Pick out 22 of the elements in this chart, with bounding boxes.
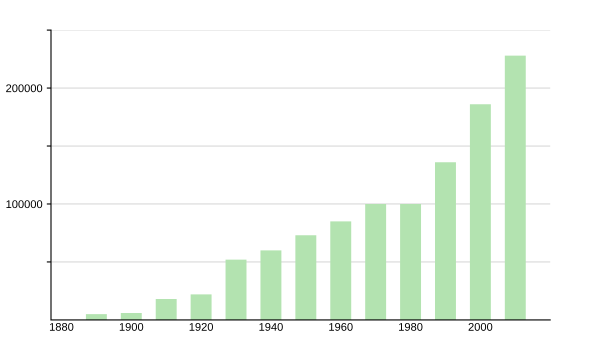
bar bbox=[226, 260, 246, 320]
bar bbox=[400, 204, 422, 320]
bar bbox=[435, 162, 456, 320]
x-tick-label: 1940 bbox=[259, 322, 283, 331]
bar bbox=[156, 299, 177, 320]
bar bbox=[365, 204, 386, 320]
bar bbox=[295, 235, 316, 320]
x-tick-label: 1960 bbox=[329, 322, 353, 331]
bar bbox=[120, 312, 142, 320]
bar bbox=[260, 250, 282, 320]
y-tick-label: 200000 bbox=[6, 84, 42, 92]
bar bbox=[504, 56, 526, 320]
x-tick-label: 1900 bbox=[120, 322, 144, 331]
bar bbox=[470, 104, 491, 320]
x-tick-label: 1980 bbox=[399, 322, 422, 331]
x-tick-label: 1920 bbox=[190, 322, 214, 331]
bar bbox=[190, 294, 212, 320]
y-tick-label: 100000 bbox=[6, 200, 42, 208]
bar bbox=[330, 221, 352, 320]
x-tick-label: 2000 bbox=[468, 322, 492, 331]
bar bbox=[86, 314, 107, 320]
x-tick-label: 1880 bbox=[50, 322, 74, 331]
